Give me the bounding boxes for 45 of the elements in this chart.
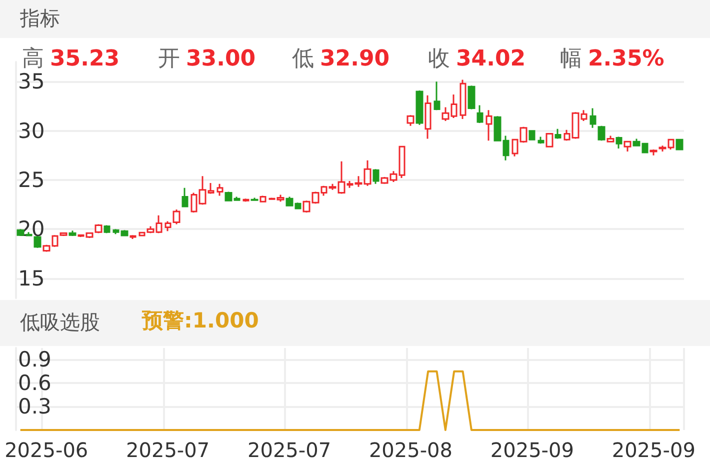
y-tick-label: 25 bbox=[18, 168, 45, 192]
chart-title: 低吸选股 bbox=[20, 310, 100, 334]
candlestick bbox=[538, 136, 544, 144]
candlestick bbox=[590, 107, 596, 129]
candlestick bbox=[216, 183, 224, 196]
x-tick-label: 2025-07 bbox=[126, 438, 210, 462]
candlestick bbox=[104, 224, 110, 234]
x-tick-label: 2025-06 bbox=[4, 438, 88, 462]
candlestick bbox=[250, 196, 258, 202]
y-tick-label: 35 bbox=[18, 70, 45, 94]
y-tick-label: 0.3 bbox=[18, 394, 52, 419]
candlestick bbox=[476, 104, 484, 124]
candlestick bbox=[468, 84, 476, 110]
candlestick bbox=[624, 140, 632, 152]
candlestick bbox=[34, 235, 42, 249]
candlestick bbox=[546, 133, 554, 148]
candlestick bbox=[434, 80, 440, 111]
candlestick bbox=[486, 109, 492, 142]
chart-title: 指标 bbox=[19, 6, 60, 30]
candlestick bbox=[68, 230, 76, 237]
candlestick bbox=[554, 128, 562, 140]
candlestick bbox=[424, 94, 432, 140]
candlestick bbox=[406, 114, 414, 127]
candlestick bbox=[616, 136, 622, 150]
y-tick-label: 0.6 bbox=[18, 371, 52, 396]
candlestick bbox=[676, 138, 684, 150]
x-tick-label: 2025-08 bbox=[368, 438, 453, 462]
y-tick-label: 30 bbox=[18, 118, 45, 143]
candlestick bbox=[260, 194, 266, 202]
candlestick bbox=[182, 187, 188, 208]
y-tick-label: 15 bbox=[18, 266, 45, 290]
candlestick bbox=[598, 125, 606, 142]
text: 预警:1.000 bbox=[141, 308, 259, 332]
candlestick bbox=[242, 198, 250, 202]
candlestick bbox=[416, 90, 424, 126]
candlestick bbox=[650, 148, 658, 156]
candlestick bbox=[130, 234, 136, 240]
candlestick bbox=[606, 135, 614, 142]
x-tick-label: 2025-09 bbox=[612, 438, 696, 462]
x-tick-label: 2025-07 bbox=[247, 438, 332, 462]
candlestick bbox=[460, 78, 466, 120]
x-tick-label: 2025-09 bbox=[490, 438, 574, 462]
candlestick bbox=[372, 168, 380, 185]
y-tick-label: 0.9 bbox=[18, 348, 52, 372]
candlestick bbox=[528, 130, 536, 140]
